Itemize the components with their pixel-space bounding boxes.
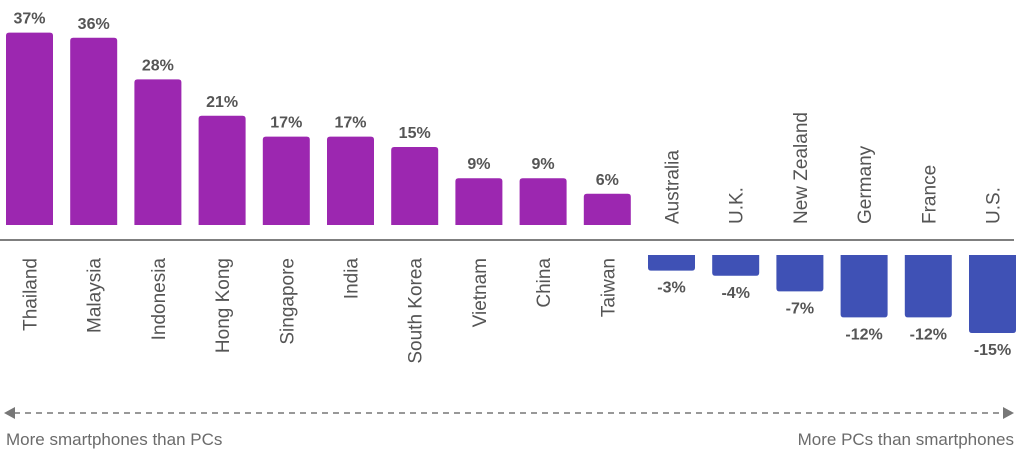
- category-label-u-k: U.K.: [727, 187, 748, 224]
- bar-singapore: [262, 136, 310, 225]
- bar-hong-kong: [198, 115, 246, 225]
- category-label-thailand: Thailand: [21, 258, 42, 331]
- value-label-new-zealand: -7%: [786, 300, 814, 317]
- value-label-indonesia: 28%: [142, 57, 174, 74]
- bar-china: [519, 178, 567, 225]
- bar-australia: [648, 255, 695, 271]
- arrow-left-head: [4, 407, 15, 419]
- bar-south-korea: [391, 147, 439, 225]
- value-label-india: 17%: [334, 115, 366, 132]
- bar-india: [327, 136, 374, 225]
- category-label-malaysia: Malaysia: [85, 258, 106, 333]
- bar-thailand: [6, 32, 53, 225]
- bar-u-k: [712, 255, 760, 276]
- bar-germany: [840, 255, 888, 318]
- value-label-thailand: 37%: [13, 11, 45, 28]
- value-label-china: 9%: [532, 156, 555, 173]
- category-label-vietnam: Vietnam: [470, 258, 491, 327]
- category-label-france: France: [919, 165, 940, 224]
- category-label-taiwan: Taiwan: [598, 258, 619, 317]
- caption-more-pcs: More PCs than smartphones: [797, 430, 1014, 449]
- category-label-south-korea: South Korea: [406, 258, 427, 364]
- value-label-vietnam: 9%: [467, 156, 490, 173]
- category-label-germany: Germany: [855, 145, 876, 224]
- bar-indonesia: [134, 79, 182, 226]
- value-label-germany: -12%: [845, 326, 882, 343]
- bar-u-s: [969, 255, 1016, 333]
- category-label-australia: Australia: [663, 150, 684, 224]
- value-label-u-k: -4%: [721, 285, 749, 302]
- value-label-south-korea: 15%: [399, 125, 431, 142]
- category-label-indonesia: Indonesia: [149, 258, 170, 341]
- bar-new-zealand: [776, 255, 824, 292]
- value-label-australia: -3%: [657, 280, 685, 297]
- category-label-u-s: U.S.: [984, 187, 1005, 224]
- category-label-singapore: Singapore: [277, 258, 298, 345]
- value-label-u-s: -15%: [974, 342, 1011, 359]
- value-label-taiwan: 6%: [596, 172, 619, 189]
- arrow-right-head: [1003, 407, 1014, 419]
- category-label-new-zealand: New Zealand: [791, 112, 812, 224]
- value-label-singapore: 17%: [270, 115, 302, 132]
- bar-malaysia: [70, 37, 118, 225]
- value-label-hong-kong: 21%: [206, 94, 238, 111]
- category-label-hong-kong: Hong Kong: [213, 258, 234, 353]
- bar-taiwan: [583, 193, 631, 225]
- category-label-china: China: [534, 258, 555, 308]
- value-label-malaysia: 36%: [78, 16, 110, 33]
- category-label-india: India: [342, 258, 363, 300]
- bar-vietnam: [455, 178, 503, 225]
- value-label-france: -12%: [910, 326, 947, 343]
- caption-more-smartphones: More smartphones than PCs: [6, 430, 223, 449]
- bar-france: [904, 255, 952, 318]
